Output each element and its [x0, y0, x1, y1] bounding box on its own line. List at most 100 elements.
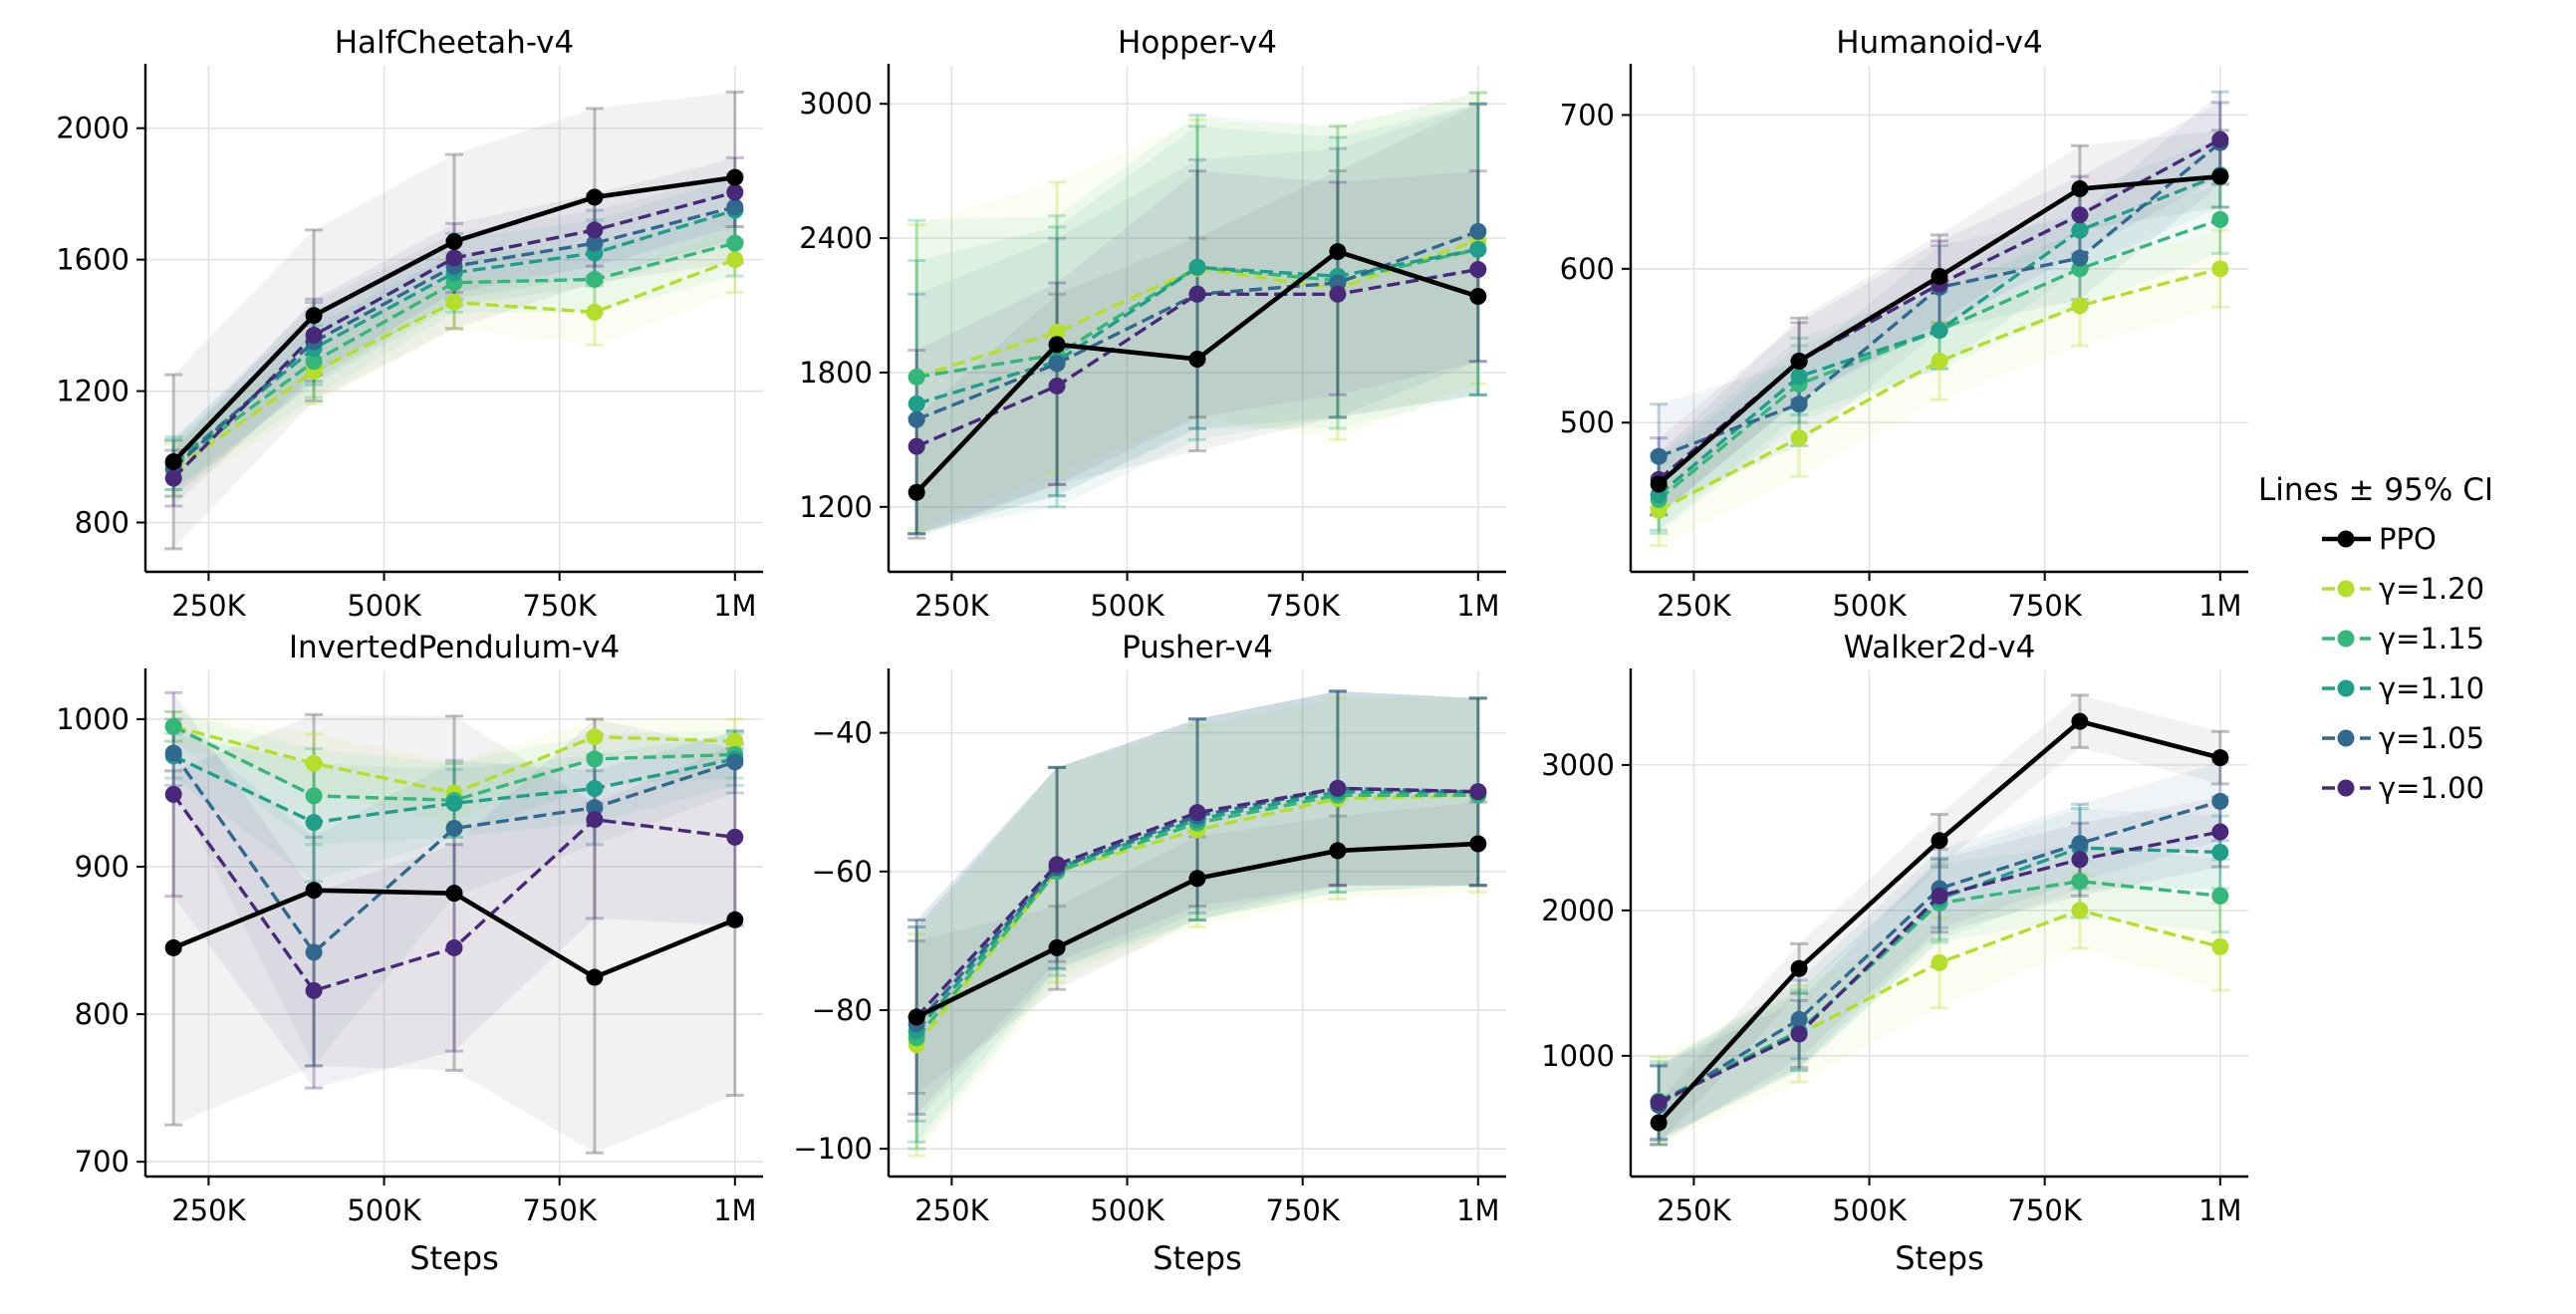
series-line — [1658, 267, 2221, 512]
data-point — [1188, 804, 1206, 822]
data-point — [1931, 268, 1948, 286]
series-lines — [907, 779, 1487, 1054]
legend-label: γ=1.00 — [2379, 771, 2484, 805]
data-point — [726, 234, 744, 252]
data-point — [2211, 937, 2229, 955]
series-PPO — [907, 835, 1487, 1026]
data-point — [305, 981, 323, 999]
y-tick-label: 1200 — [56, 375, 129, 408]
y-tick-label: 1000 — [56, 702, 129, 736]
series-PPO — [1650, 712, 2229, 1132]
subplot-2: 250K 500K 750K 1M 1200 1800 2400 3000 Hopper-v4 — [799, 25, 1506, 623]
data-point — [586, 750, 604, 768]
series-γ=1.00 — [164, 183, 744, 487]
legend-marker — [2337, 630, 2355, 648]
data-point — [1048, 377, 1066, 394]
x-tick-label: 250K — [914, 589, 989, 623]
data-point — [2071, 851, 2089, 869]
y-tick-label: 1800 — [799, 356, 873, 390]
data-point — [164, 744, 182, 762]
x-tick-label: 500K — [347, 589, 421, 623]
y-tick-label: −60 — [812, 855, 873, 889]
subplot-title: InvertedPendulum-v4 — [289, 630, 620, 665]
data-point — [1469, 288, 1487, 306]
data-point — [907, 1008, 925, 1026]
data-point — [586, 968, 604, 986]
series-line — [914, 786, 1478, 1019]
x-tick-label: 250K — [171, 589, 246, 623]
x-tick-label: 500K — [1090, 1193, 1164, 1227]
legend-label: PPO — [2379, 522, 2437, 556]
data-point — [2211, 210, 2229, 228]
y-tick-label: 1600 — [56, 243, 129, 277]
series-PPO — [1650, 167, 2229, 493]
data-point — [2211, 792, 2229, 810]
legend-label: γ=1.10 — [2379, 671, 2484, 705]
data-point — [726, 168, 744, 186]
ci-band — [173, 226, 735, 497]
y-tick-label: 2000 — [56, 112, 129, 145]
data-point — [1931, 887, 1948, 905]
data-point — [1188, 350, 1206, 368]
data-point — [164, 452, 182, 470]
legend-entry: γ=1.20 — [2322, 572, 2484, 606]
x-tick-label: 750K — [2007, 589, 2082, 623]
data-point — [1188, 258, 1206, 276]
series-γ=1.05 — [164, 744, 744, 961]
legend-entry: γ=1.15 — [2322, 622, 2484, 656]
legend-marker — [2337, 779, 2355, 797]
data-point — [445, 232, 463, 250]
data-point — [1329, 285, 1347, 303]
x-tick-label: 750K — [522, 1193, 597, 1227]
data-point — [1650, 1094, 1668, 1112]
subplot-4: 250K 500K 750K 1M 700 800 900 1000 InvertedPendu… — [56, 630, 763, 1277]
data-point — [445, 819, 463, 837]
data-point — [305, 754, 323, 772]
data-point — [1931, 322, 1948, 340]
series-PPO — [164, 168, 744, 470]
ci-band — [1659, 845, 2220, 1141]
x-tick-label: 1M — [1456, 1193, 1499, 1227]
data-point — [1469, 835, 1487, 853]
data-point — [445, 938, 463, 956]
data-point — [1188, 285, 1206, 303]
y-tick-label: 800 — [75, 997, 129, 1031]
series-γ=1.00 — [1650, 823, 2229, 1112]
ci-band — [916, 697, 1478, 1157]
data-point — [1790, 352, 1808, 370]
data-point — [586, 234, 604, 252]
data-point — [164, 785, 182, 803]
data-point — [586, 728, 604, 746]
data-point — [726, 753, 744, 771]
subplot-6: 250K 500K 750K 1M 1000 2000 3000 Walker2d-v4 Ste… — [1541, 630, 2248, 1277]
data-point — [726, 198, 744, 216]
data-point — [164, 717, 182, 735]
series-line — [914, 786, 1478, 1026]
x-tick-label: 1M — [713, 589, 756, 623]
subplot-5: 250K 500K 750K 1M −100 −80 −60 −40 Pusher-v4 Step… — [793, 630, 1506, 1277]
data-point — [2071, 249, 2089, 267]
data-point — [2211, 843, 2229, 861]
data-point — [2211, 131, 2229, 148]
data-point — [1790, 1025, 1808, 1043]
x-tick-label: 500K — [347, 1193, 421, 1227]
data-point — [2071, 180, 2089, 198]
legend-label: γ=1.15 — [2379, 622, 2484, 656]
subplot-title: Pusher-v4 — [1122, 630, 1273, 665]
legend: Lines ± 95% CI PPO γ=1.20 γ=1.15 γ=1.10 γ=1.… — [2258, 472, 2493, 805]
data-point — [1790, 959, 1808, 977]
data-point — [586, 188, 604, 206]
x-tick-label: 1M — [2198, 1193, 2241, 1227]
data-point — [726, 251, 744, 269]
x-tick-label: 250K — [171, 1193, 246, 1227]
subplot-3: 250K 500K 750K 1M 500 600 700 Humanoid-v4 — [1560, 25, 2248, 623]
legend-entry: PPO — [2322, 522, 2437, 556]
y-tick-label: 500 — [1560, 405, 1615, 439]
subplot-title: HalfCheetah-v4 — [335, 25, 575, 61]
data-point — [1469, 783, 1487, 801]
x-tick-label: 250K — [1657, 1193, 1731, 1227]
y-tick-label: 1000 — [1541, 1039, 1615, 1073]
series-PPO — [164, 882, 744, 986]
data-point — [2211, 823, 2229, 841]
x-tick-label: 500K — [1832, 589, 1907, 623]
